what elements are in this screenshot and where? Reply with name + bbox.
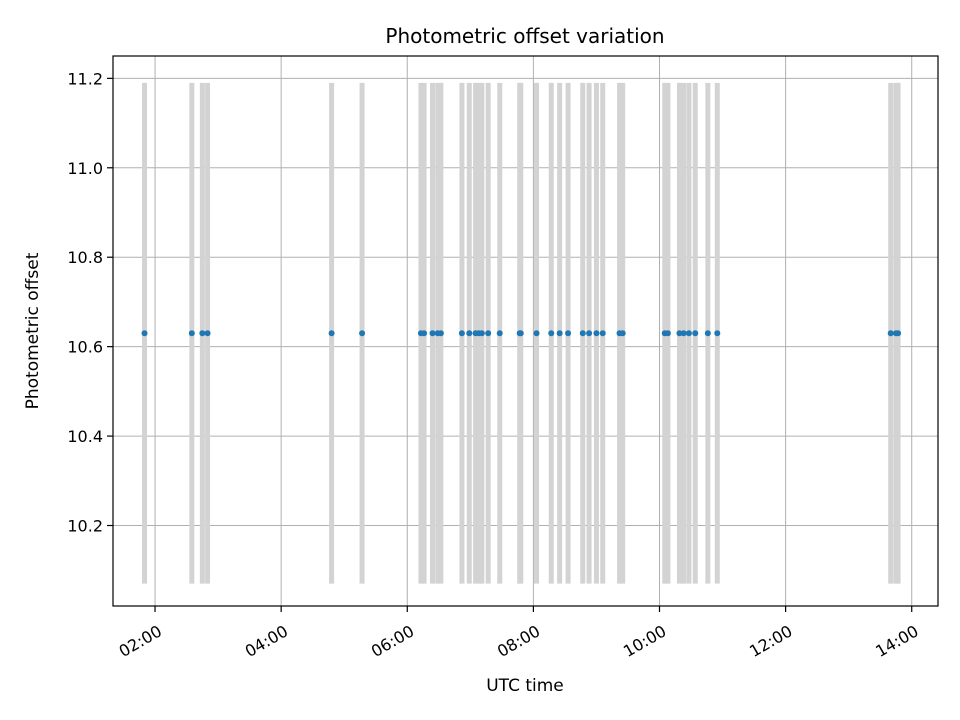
data-point <box>685 330 692 337</box>
x-tick-label: 12:00 <box>746 621 795 661</box>
data-point <box>680 330 687 337</box>
chart-title: Photometric offset variation <box>385 24 664 48</box>
data-point <box>619 330 626 337</box>
data-point <box>421 330 428 337</box>
plot-frame <box>112 55 939 607</box>
data-point <box>599 330 606 337</box>
data-point <box>565 330 572 337</box>
data-point <box>704 330 711 337</box>
data-point <box>188 330 195 337</box>
data-points <box>141 330 902 337</box>
plot-background <box>113 56 938 606</box>
y-tick-label: 11.2 <box>67 69 103 88</box>
data-point <box>478 330 485 337</box>
y-tick-label: 11.0 <box>67 159 103 178</box>
data-point <box>593 330 600 337</box>
grid <box>113 56 938 606</box>
data-point <box>458 330 465 337</box>
data-point <box>586 330 593 337</box>
data-point <box>579 330 586 337</box>
x-tick-label: 06:00 <box>368 621 417 661</box>
data-point <box>887 330 894 337</box>
x-tick-label: 02:00 <box>116 621 165 661</box>
y-tick-label: 10.4 <box>67 427 103 446</box>
y-axis: 10.2 10.4 10.6 10.8 11.0 11.2 <box>67 69 113 536</box>
data-point <box>895 330 902 337</box>
data-point <box>676 330 683 337</box>
x-axis: 02:00 04:00 06:00 08:00 10:00 12:00 14:00 <box>116 606 922 661</box>
x-tick-label: 04:00 <box>242 621 291 661</box>
y-tick-label: 10.2 <box>67 517 103 536</box>
data-point <box>328 330 335 337</box>
data-point <box>466 330 473 337</box>
data-point <box>204 330 211 337</box>
x-tick-label: 10:00 <box>620 621 669 661</box>
data-point <box>429 330 436 337</box>
data-point <box>714 330 721 337</box>
data-point <box>496 330 503 337</box>
x-tick-label: 08:00 <box>494 621 543 661</box>
data-point <box>556 330 563 337</box>
data-point <box>533 330 540 337</box>
data-point <box>199 330 206 337</box>
y-tick-label: 10.6 <box>67 338 103 357</box>
data-point <box>437 330 444 337</box>
data-point <box>692 330 699 337</box>
data-point <box>485 330 492 337</box>
y-tick-label: 10.8 <box>67 248 103 267</box>
data-point <box>664 330 671 337</box>
data-point <box>517 330 524 337</box>
x-tick-label: 14:00 <box>872 621 921 661</box>
data-point <box>548 330 555 337</box>
data-point <box>141 330 148 337</box>
x-axis-label: UTC time <box>486 676 564 696</box>
y-axis-label: Photometric offset <box>23 252 43 409</box>
data-point <box>359 330 366 337</box>
